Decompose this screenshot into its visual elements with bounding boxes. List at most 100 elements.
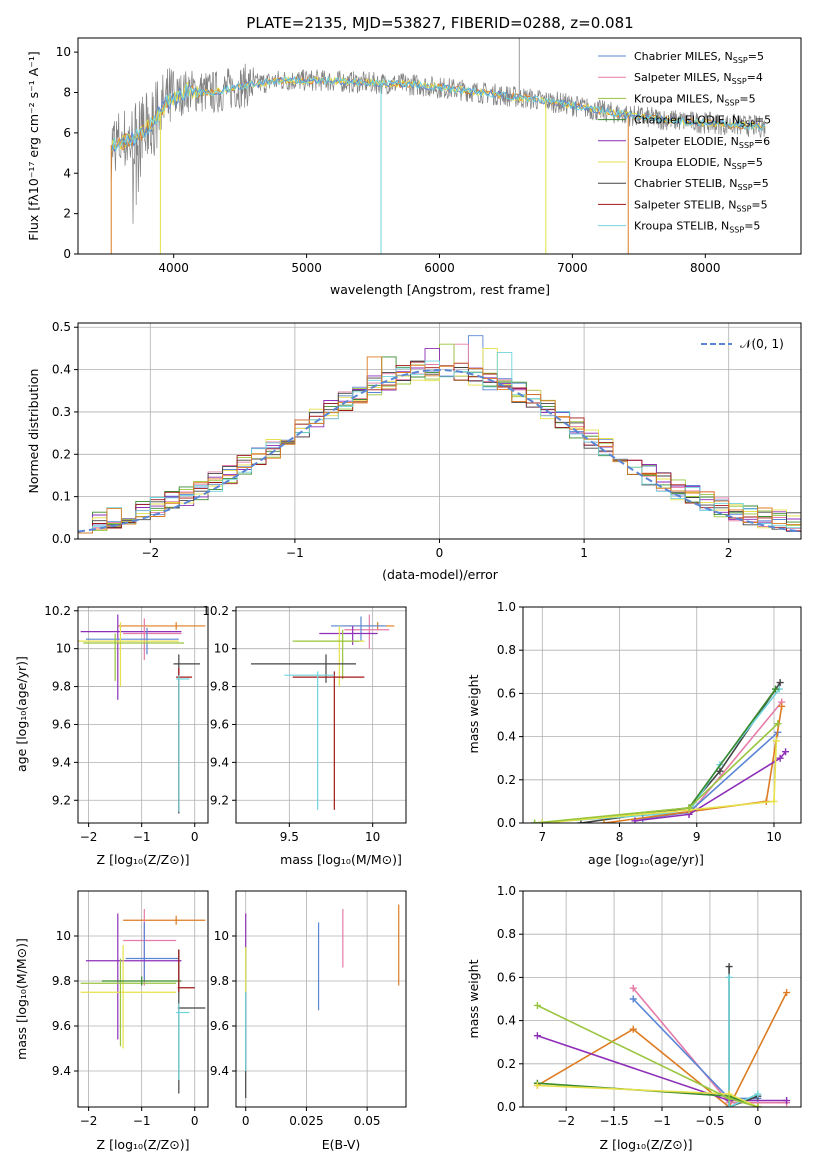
x-tick-label: 0.05 xyxy=(354,1114,381,1128)
legend-sub: SSP xyxy=(729,226,744,235)
axes-frame xyxy=(77,322,802,540)
errorbar-point-chabrier_elodie xyxy=(101,976,182,986)
legend-tail: =6 xyxy=(754,135,770,148)
y-tick-label: 9.6 xyxy=(52,1019,71,1033)
mass-weight-marker xyxy=(772,685,780,693)
y-tick-label: 9.6 xyxy=(52,717,71,731)
axes-frame xyxy=(77,606,209,824)
y-tick-label: 10.2 xyxy=(202,604,229,618)
spectrum-model-line xyxy=(110,75,766,154)
y-tick-label: 0.4 xyxy=(497,730,516,744)
legend-tail: =4 xyxy=(747,71,763,84)
mass-weight-marker xyxy=(772,737,780,745)
legend-label: Chabrier STELIB, NSSP=5 xyxy=(634,177,769,192)
errorbar-point-chabrier_miles xyxy=(331,616,386,642)
mass-weight-marker xyxy=(577,819,585,823)
age-z-ylabel: age [log₁₀(age/yr)] xyxy=(14,656,29,772)
mass-weight-marker xyxy=(600,819,608,823)
mass-weight-marker xyxy=(783,989,791,997)
x-tick-label: 0 xyxy=(754,1114,762,1128)
x-tick-label: −1 xyxy=(133,1114,151,1128)
y-tick-label: 0.0 xyxy=(52,532,71,546)
y-tick-label: 0.1 xyxy=(52,490,71,504)
legend-tail: =5 xyxy=(753,177,769,190)
legend-tail: =5 xyxy=(748,50,764,63)
y-tick-label: 0.5 xyxy=(52,320,71,334)
y-tick-label: 9.6 xyxy=(210,1019,229,1033)
legend-name: Salpeter STELIB, N xyxy=(634,198,736,211)
mass-weight-marker xyxy=(776,754,784,762)
mass-weight-marker xyxy=(716,767,724,775)
mass-weight-line-kroupa_stelib xyxy=(728,977,759,1107)
x-tick-label: 7000 xyxy=(557,261,588,275)
y-tick-label: 0.4 xyxy=(497,1014,516,1028)
x-tick-label: 5000 xyxy=(291,261,322,275)
plot-content xyxy=(78,335,801,539)
x-tick-label: 9 xyxy=(693,830,701,844)
y-tick-label: 0.0 xyxy=(497,816,516,830)
x-tick-label: 2 xyxy=(725,546,733,560)
y-tick-label: 9.4 xyxy=(210,755,229,769)
plot-content xyxy=(78,614,206,814)
legend-label: Salpeter STELIB, NSSP=5 xyxy=(634,198,768,213)
errorbar-point-chabrier_stelib xyxy=(251,654,356,683)
mass-weight-line-chabrier_miles xyxy=(632,998,758,1100)
histogram-ylabel: Normed distribution xyxy=(26,369,41,494)
y-tick-label: 0.6 xyxy=(497,686,516,700)
age-z-xlabel: Z [log₁₀(Z/Z⊙)] xyxy=(97,852,190,867)
x-tick-label: −1 xyxy=(133,830,151,844)
axes-frame xyxy=(77,890,209,1108)
y-tick-label: 9.8 xyxy=(210,680,229,694)
histogram-xlabel: (data-model)/error xyxy=(382,567,499,582)
y-tick-label: 0.2 xyxy=(497,773,516,787)
mass-weight-line-chabrier_miles xyxy=(642,731,779,820)
legend-sub: SSP xyxy=(733,56,748,65)
mass-weight-line-salpeter_elodie xyxy=(634,751,787,822)
y-tick-label: 10 xyxy=(214,642,229,656)
errorbar-point-kroupa_elodie xyxy=(80,945,177,1049)
legend-tail: =5 xyxy=(747,156,763,169)
mass-weight-line-chabrier_stelib xyxy=(728,966,759,1107)
legend-tail: =5 xyxy=(739,92,755,105)
mass-weight-marker xyxy=(533,1001,541,1009)
mass-weight-line-orange xyxy=(536,992,788,1107)
x-tick-label: 8 xyxy=(616,830,624,844)
legend-sub: SSP xyxy=(732,77,747,86)
errorbar-point-salpeter_elodie xyxy=(319,625,378,645)
errorbar-point-salpeter_miles xyxy=(344,614,390,649)
legend-sub: SSP xyxy=(739,141,754,150)
mass-weight-vs-age-panel: 7 8 9 10 0.0 0.2 0.4 0.6 0.8 1.0 xyxy=(497,600,802,844)
y-tick-label: 9.8 xyxy=(52,974,71,988)
y-tick-label: 10 xyxy=(56,642,71,656)
histogram-series-orange xyxy=(78,356,801,539)
legend-label: Chabrier MILES, NSSP=5 xyxy=(634,50,764,65)
mass-vs-ebv-panel: 0 0.025 0.05 9.4 9.6 9.8 10 xyxy=(210,890,407,1128)
y-tick-label: 9.8 xyxy=(52,680,71,694)
x-tick-label: 6000 xyxy=(424,261,455,275)
y-tick-label: 0.3 xyxy=(52,405,71,419)
y-tick-label: 9.6 xyxy=(210,717,229,731)
y-tick-label: 9.2 xyxy=(52,793,71,807)
age-vs-metallicity-panel: −2 −1 0 9.2 9.4 9.6 9.8 10 10.2 xyxy=(44,604,209,844)
x-tick-label: 0 xyxy=(191,1114,199,1128)
y-tick-label: 0.2 xyxy=(497,1057,516,1071)
x-tick-label: −1.5 xyxy=(599,1114,628,1128)
legend-label: Salpeter ELODIE, NSSP=6 xyxy=(634,135,770,150)
errorbar-point-kroupa_miles xyxy=(292,629,360,679)
mass-weight-marker xyxy=(782,748,790,756)
mass-weight-marker xyxy=(774,720,782,728)
mass-weight-line-chabrier_stelib xyxy=(580,682,781,823)
mass-weight-marker xyxy=(725,963,733,971)
legend-sub: SSP xyxy=(724,98,739,107)
mass-weight-marker xyxy=(538,819,546,823)
legend-name: Salpeter MILES, N xyxy=(634,71,732,84)
x-tick-label: 7 xyxy=(538,830,546,844)
y-tick-label: 0.6 xyxy=(497,970,516,984)
mass-weight-marker xyxy=(725,1103,733,1107)
age-vs-mass-panel: 9.5 10 9.2 9.4 9.6 9.8 10 10.2 xyxy=(202,604,407,844)
mw-age-ylabel: mass weight xyxy=(466,674,481,753)
legend-name: Kroupa ELODIE, N xyxy=(634,156,732,169)
legend-sub: SSP xyxy=(736,204,751,213)
mass-weight-marker xyxy=(770,797,778,805)
